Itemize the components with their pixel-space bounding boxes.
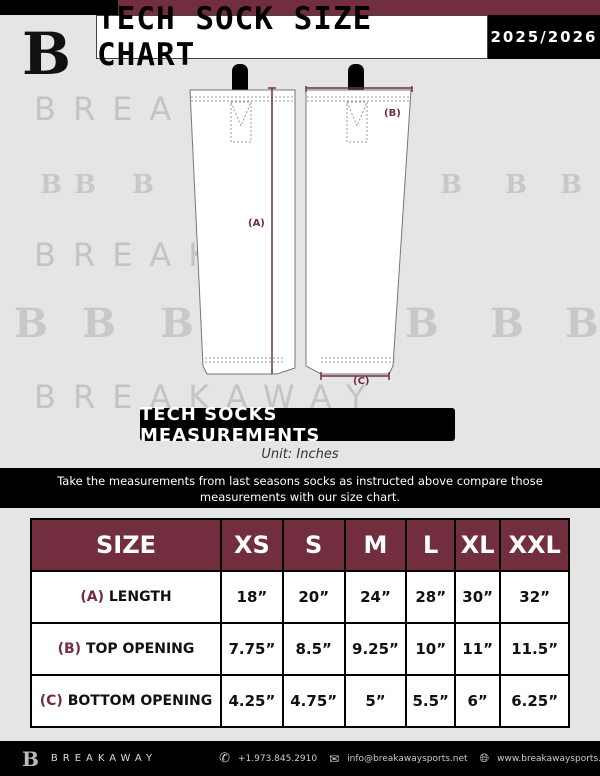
sock-tab <box>232 64 248 90</box>
cell: 18” <box>220 570 284 624</box>
bottom-opening-label: (C) <box>353 376 370 387</box>
cell: 11.5” <box>499 622 570 676</box>
cell: 5” <box>343 674 408 728</box>
footer-brand: BREAKAWAY <box>50 753 158 764</box>
table-row: (A) LENGTH 18” 20” 24” 28” 30” 32” <box>30 570 570 624</box>
header-s: S <box>281 518 346 572</box>
footer: B BREAKAWAY ✆ +1.973.845.2910 ✉ info@bre… <box>0 741 600 776</box>
brand-logo: B <box>22 20 72 88</box>
watermark-logo: B <box>505 170 527 200</box>
row-label: (C) BOTTOM OPENING <box>30 674 222 728</box>
phone-number[interactable]: +1.973.845.2910 <box>237 753 318 764</box>
length-label: (A) <box>248 218 265 229</box>
cell: 28” <box>405 570 456 624</box>
watermark-logo: B <box>40 170 62 200</box>
table-row: (B) TOP OPENING 7.75” 8.5” 9.25” 10” 11”… <box>30 622 570 676</box>
email-link[interactable]: info@breakawaysports.net <box>347 753 468 764</box>
cell: 6” <box>453 674 502 728</box>
globe-icon: 🌐︎ <box>479 751 490 765</box>
phone-icon: ✆ <box>219 751 230 766</box>
header-m: M <box>343 518 408 572</box>
mail-icon: ✉ <box>329 751 340 766</box>
header-xxl: XXL <box>499 518 570 572</box>
sock-diagram <box>189 86 413 380</box>
watermark-logo: B <box>82 300 116 347</box>
watermark-logo: B <box>405 300 439 347</box>
table-header-row: SIZE XS S M L XL XXL <box>30 518 570 572</box>
cell: 11” <box>453 622 502 676</box>
sock-tab <box>348 64 364 90</box>
header-xs: XS <box>220 518 284 572</box>
watermark-logo: B <box>74 170 96 200</box>
cell: 10” <box>405 622 456 676</box>
watermark-logo: B <box>160 300 194 347</box>
header-xl: XL <box>453 518 502 572</box>
cell: 7.75” <box>220 622 284 676</box>
watermark-logo: B <box>132 170 154 200</box>
sock-left <box>189 89 296 375</box>
watermark-logo: B <box>560 170 582 200</box>
size-table: SIZE XS S M L XL XXL (A) LENGTH 18” 20” … <box>30 518 570 728</box>
cell: 8.5” <box>281 622 346 676</box>
top-bar-black <box>0 0 118 15</box>
row-label: (B) TOP OPENING <box>30 622 222 676</box>
cell: 20” <box>281 570 346 624</box>
cell: 9.25” <box>343 622 408 676</box>
season-label: 2025/2026 <box>488 15 600 59</box>
cell: 5.5” <box>405 674 456 728</box>
cell: 4.75” <box>281 674 346 728</box>
header-size: SIZE <box>30 518 222 572</box>
watermark-logo: B <box>440 170 462 200</box>
cell: 32” <box>499 570 570 624</box>
page-title: TECH SOCK SIZE CHART <box>96 1 488 73</box>
unit-label: Unit: Inches <box>261 447 339 462</box>
watermark-logo: B <box>565 300 599 347</box>
sock-right <box>305 89 412 375</box>
row-label: (A) LENGTH <box>30 570 222 624</box>
website-link[interactable]: www.breakawaysports.net <box>497 753 600 764</box>
table-row: (C) BOTTOM OPENING 4.25” 4.75” 5” 5.5” 6… <box>30 674 570 728</box>
header-l: L <box>405 518 456 572</box>
instructions-text: Take the measurements from last seasons … <box>0 468 600 508</box>
cell: 30” <box>453 570 502 624</box>
cell: 4.25” <box>220 674 284 728</box>
measurements-banner: TECH SOCKS MEASUREMENTS <box>140 404 455 446</box>
watermark-logo: B <box>490 300 524 347</box>
top-bar-maroon <box>118 0 600 15</box>
watermark-logo: B <box>14 300 48 347</box>
cell: 6.25” <box>499 674 570 728</box>
cell: 24” <box>343 570 408 624</box>
top-opening-label: (B) <box>384 108 401 119</box>
footer-logo: B <box>22 746 39 771</box>
